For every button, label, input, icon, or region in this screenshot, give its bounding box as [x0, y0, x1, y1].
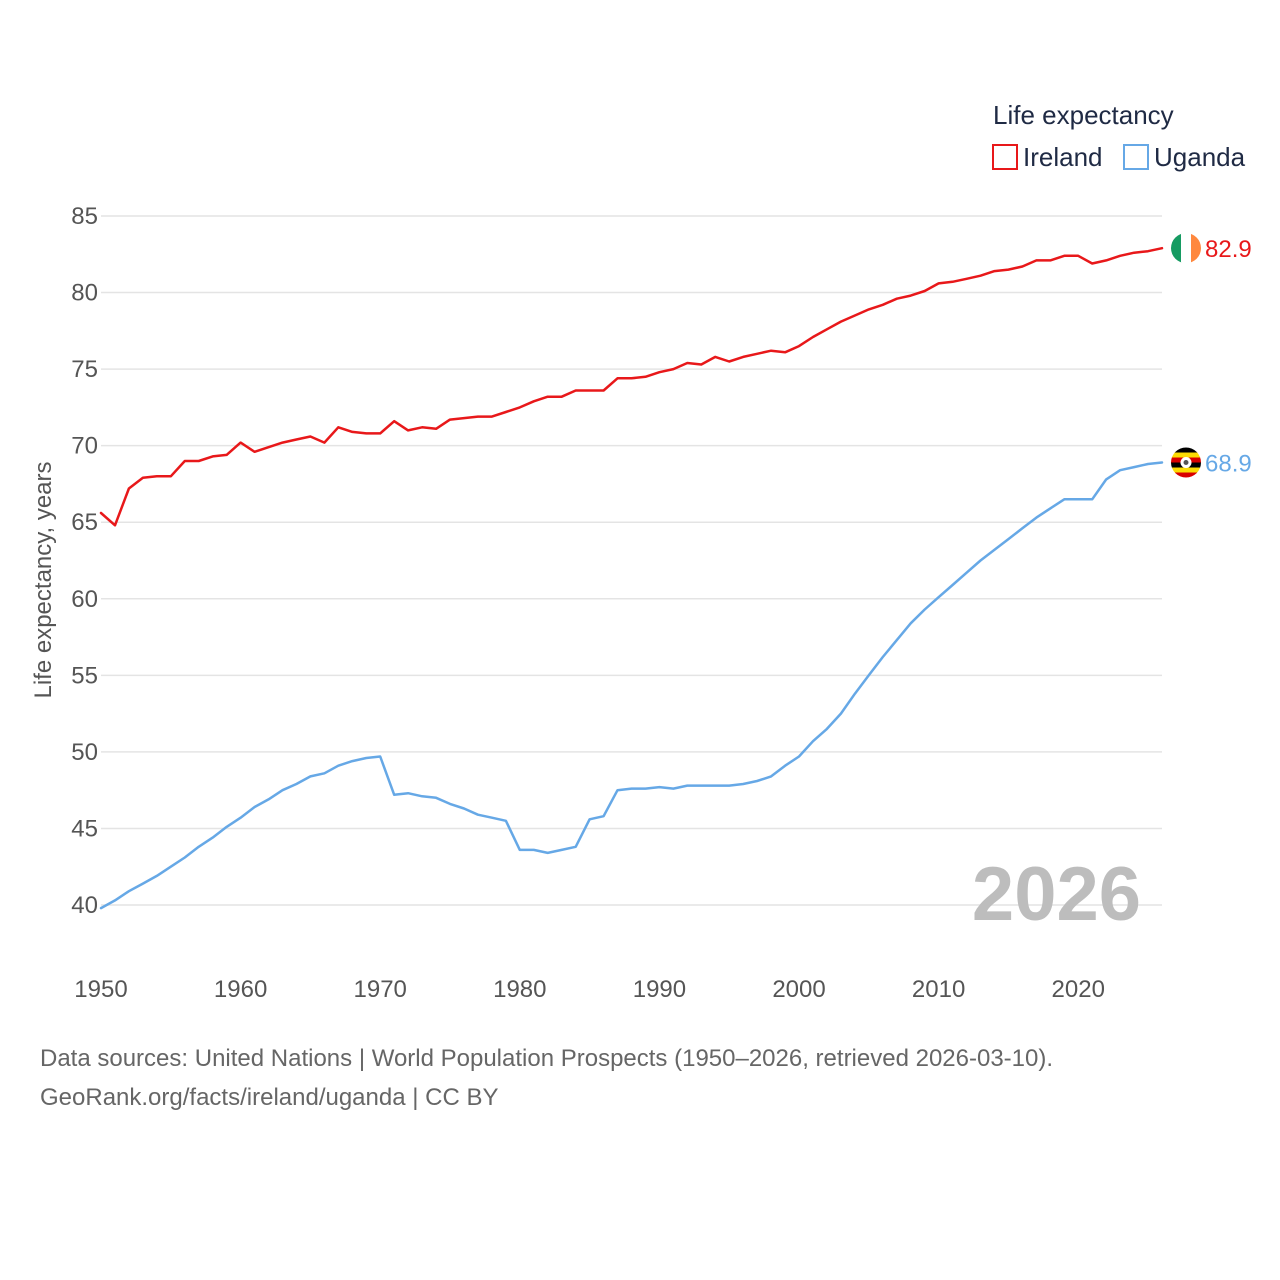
series-line-ireland: [99, 246, 1164, 527]
uganda-flag-icon: [1171, 447, 1201, 478]
x-tick-label-1950: 1950: [74, 976, 127, 1003]
y-tick-label-80: 80: [71, 280, 98, 307]
x-tick-label-1980: 1980: [493, 976, 546, 1003]
footer-sources: Data sources: United Nations | World Pop…: [40, 1045, 1054, 1072]
end-label-uganda: 68.9: [1205, 451, 1252, 478]
y-axis-ticks: 40 45 50 55 60 65 70 75 80 85: [71, 203, 98, 919]
x-axis-ticks: 1950 1960 1970 1980 1990 2000 2010 2020: [74, 976, 1105, 1003]
y-tick-label-70: 70: [71, 433, 98, 460]
y-tick-label-65: 65: [71, 509, 98, 536]
legend-item-ireland[interactable]: Ireland: [992, 142, 1103, 172]
legend-item-uganda[interactable]: Uganda: [1123, 142, 1246, 172]
y-tick-label-45: 45: [71, 815, 98, 842]
legend-swatch-ireland: [992, 144, 1018, 170]
y-tick-label-75: 75: [71, 356, 98, 383]
legend-swatch-uganda: [1123, 144, 1149, 170]
y-tick-label-55: 55: [71, 662, 98, 689]
year-watermark: 2026: [972, 852, 1141, 937]
x-tick-label-1990: 1990: [633, 976, 686, 1003]
series-end-labels: 82.9 68.9: [1171, 233, 1252, 478]
x-tick-label-2020: 2020: [1052, 976, 1105, 1003]
series-lines: [99, 246, 1164, 910]
grid-lines: [101, 215, 1162, 906]
x-tick-label-1960: 1960: [214, 976, 267, 1003]
legend-label-ireland: Ireland: [1023, 142, 1103, 172]
legend-title: Life expectancy: [993, 100, 1174, 130]
x-tick-label-2000: 2000: [772, 976, 825, 1003]
x-tick-label-2010: 2010: [912, 976, 965, 1003]
end-label-ireland: 82.9: [1205, 236, 1252, 263]
x-tick-label-1970: 1970: [354, 976, 407, 1003]
y-tick-label-85: 85: [71, 203, 98, 230]
y-tick-label-50: 50: [71, 739, 98, 766]
series-line-uganda: [99, 461, 1164, 910]
legend: Life expectancy Ireland Uganda: [992, 100, 1246, 172]
y-axis-title: Life expectancy, years: [30, 461, 57, 698]
y-tick-label-40: 40: [71, 892, 98, 919]
legend-label-uganda: Uganda: [1154, 142, 1246, 172]
ireland-flag-icon: [1171, 233, 1201, 264]
y-tick-label-60: 60: [71, 586, 98, 613]
footer-credit: GeoRank.org/facts/ireland/uganda | CC BY: [40, 1084, 499, 1111]
